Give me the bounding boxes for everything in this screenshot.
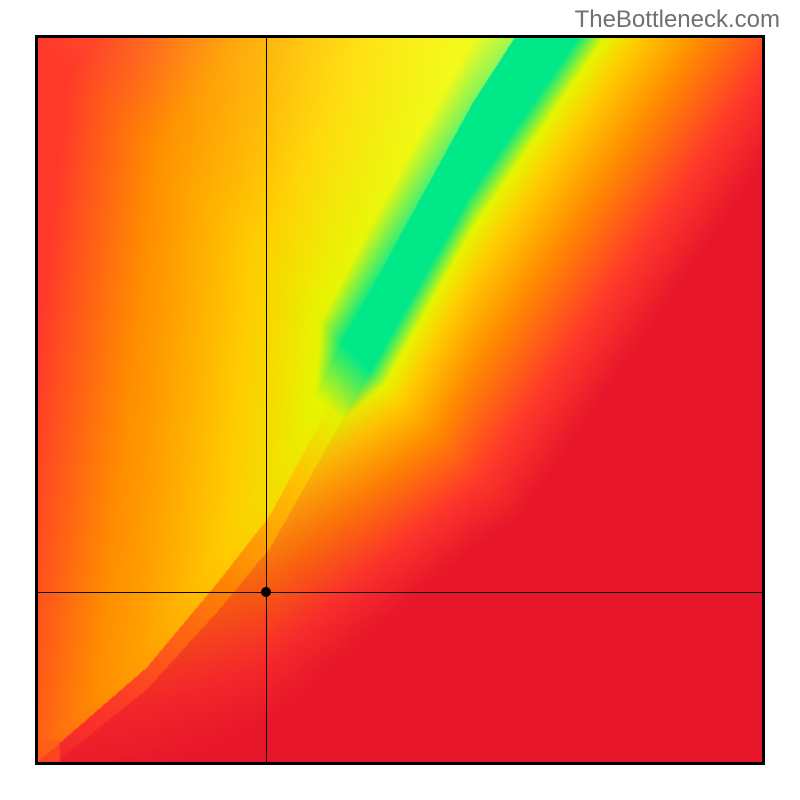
crosshair-vertical [266, 38, 267, 762]
data-point-marker [261, 587, 271, 597]
watermark-text: TheBottleneck.com [575, 6, 780, 34]
heatmap-canvas [38, 38, 762, 762]
crosshair-horizontal [38, 592, 762, 593]
plot-frame [35, 35, 765, 765]
